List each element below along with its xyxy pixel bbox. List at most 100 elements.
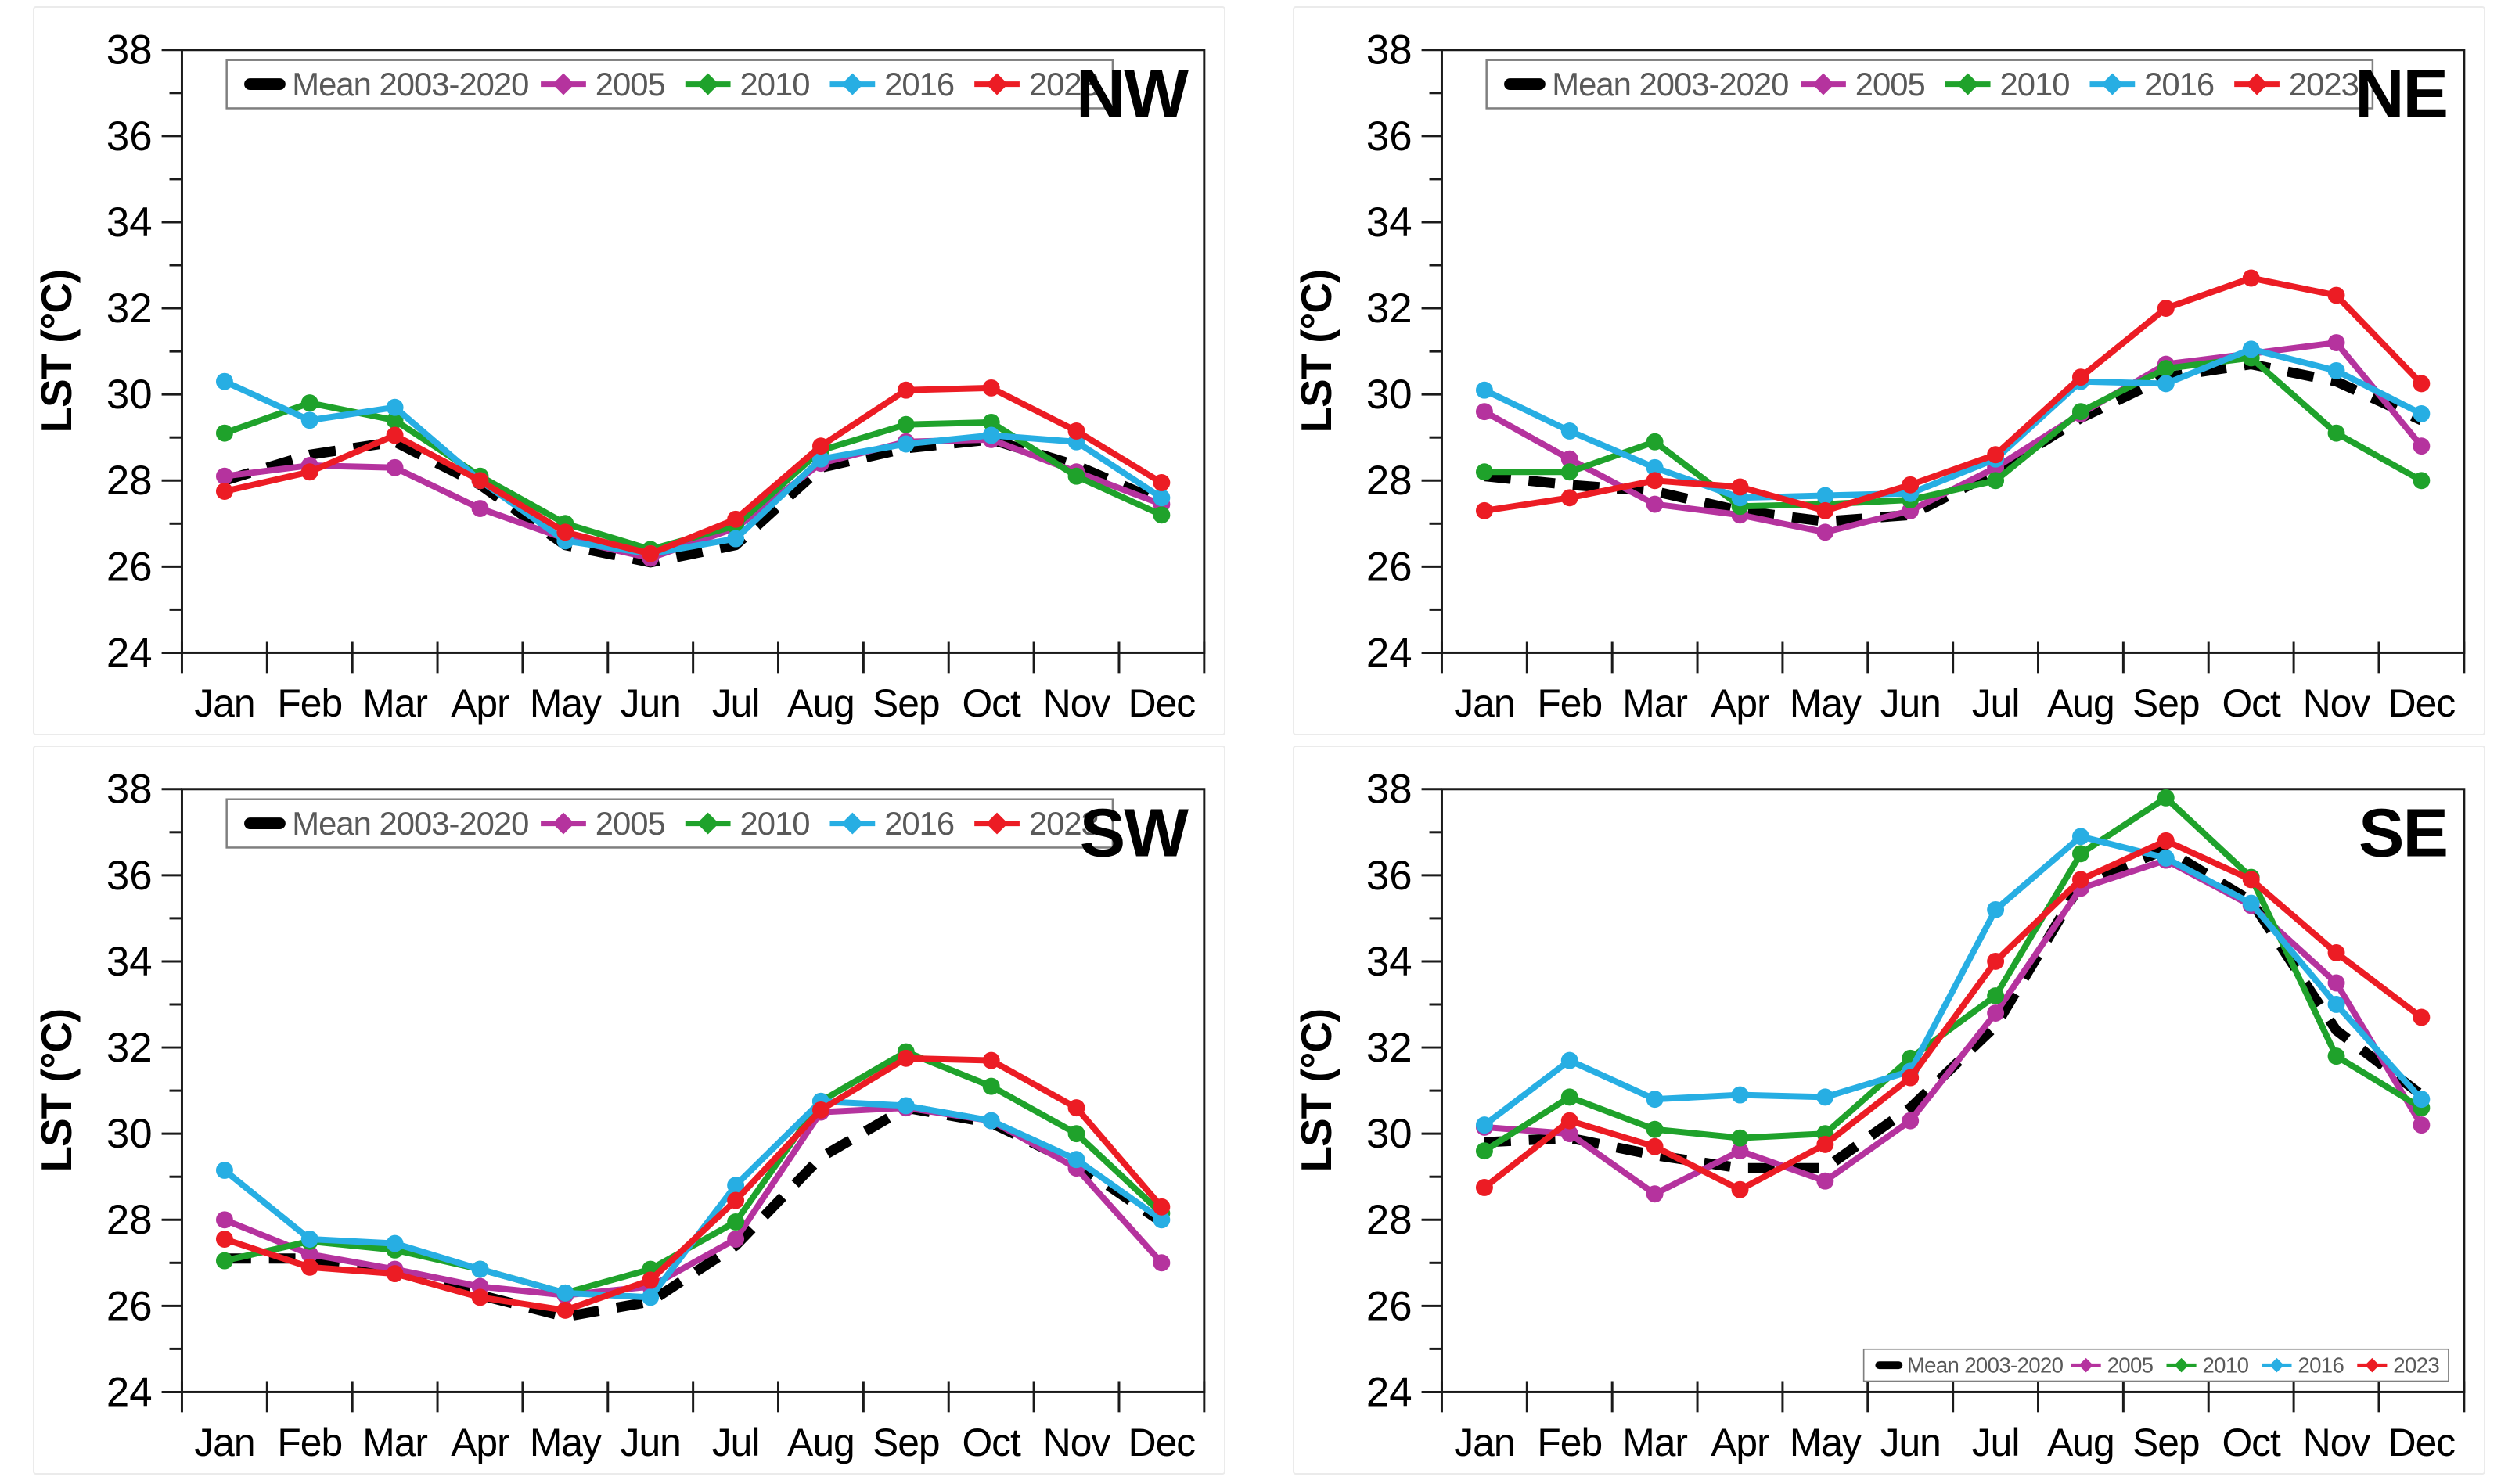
y-tick-label: 26 xyxy=(106,1283,153,1329)
data-point-marker xyxy=(897,381,915,399)
data-point-marker xyxy=(386,426,404,444)
legend-label: 2016 xyxy=(884,805,954,842)
legend-diamond-marker xyxy=(2101,73,2124,95)
data-point-marker xyxy=(897,1049,915,1067)
data-point-marker xyxy=(1560,1088,1578,1106)
data-point-marker xyxy=(1816,523,1834,541)
legend-label: 2010 xyxy=(2000,66,2070,102)
y-axis: 24 26 28 30 32 34 36 38 xyxy=(1366,767,1442,1415)
legend-diamond-marker xyxy=(2365,1357,2380,1373)
data-point-marker xyxy=(1067,1125,1085,1143)
data-point-marker xyxy=(471,1260,489,1278)
legend-diamond-marker xyxy=(696,812,719,835)
data-point-marker xyxy=(1902,1112,1920,1130)
y-axis-title: LST (°C) xyxy=(34,270,81,433)
data-point-marker xyxy=(2242,894,2260,912)
x-tick-label: May xyxy=(530,1421,602,1464)
legend-diamond-marker xyxy=(1812,73,1834,95)
data-point-marker xyxy=(642,1271,660,1289)
series-markers xyxy=(1475,828,2431,1134)
x-tick-label: Feb xyxy=(1537,681,1602,725)
legend-label: 2005 xyxy=(596,805,665,842)
data-point-marker xyxy=(2413,1091,2431,1109)
y-tick-label: 38 xyxy=(1366,27,1412,74)
data-point-marker xyxy=(2327,424,2345,442)
x-tick-label: Nov xyxy=(1043,1421,1111,1464)
x-tick-label: Jul xyxy=(1972,681,2020,725)
x-tick-label: Mar xyxy=(1622,1421,1687,1464)
legend-item-mean-2003-2020: Mean 2003-2020 xyxy=(1875,1353,2064,1378)
data-point-marker xyxy=(386,411,404,429)
data-point-marker xyxy=(300,394,318,412)
data-point-marker xyxy=(1816,1172,1834,1190)
series-2023 xyxy=(1475,269,2431,519)
y-tick-label: 32 xyxy=(106,286,153,332)
data-point-marker xyxy=(1646,458,1664,476)
x-tick-label: Jul xyxy=(712,681,760,725)
data-point-marker xyxy=(1560,489,1578,507)
series-line xyxy=(224,1048,1164,1296)
data-point-marker xyxy=(300,1231,318,1248)
legend-item-mean-2003-2020: Mean 2003-2020 xyxy=(244,66,529,102)
data-point-marker xyxy=(982,426,1000,444)
legend-label: 2023 xyxy=(2289,66,2359,102)
x-tick-label: May xyxy=(530,681,602,725)
data-point-marker xyxy=(1475,1179,1493,1196)
data-point-marker xyxy=(1560,1112,1578,1130)
data-point-marker xyxy=(1475,501,1493,519)
series-markers xyxy=(1475,340,2431,507)
x-tick-label: Jan xyxy=(1454,681,1514,725)
x-tick-label: Jun xyxy=(1880,1421,1941,1464)
data-point-marker xyxy=(215,1211,233,1229)
data-point-marker xyxy=(215,1162,233,1179)
legend-item-2023: 2023 xyxy=(2357,1353,2440,1378)
series-line xyxy=(1482,339,2424,536)
series-line xyxy=(223,1055,1164,1313)
legend-label: Mean 2003-2020 xyxy=(292,805,528,842)
legend-label: 2016 xyxy=(2298,1353,2344,1378)
data-point-marker xyxy=(1067,422,1085,440)
legend-diamond-marker xyxy=(552,812,574,835)
series-2016 xyxy=(1475,340,2431,507)
data-point-marker xyxy=(1987,1004,2005,1022)
series-2023 xyxy=(215,1049,1171,1319)
legend-label: Mean 2003-2020 xyxy=(292,66,528,102)
y-tick-label: 26 xyxy=(106,544,153,590)
series-line xyxy=(1483,346,2424,501)
x-tick-label: Mar xyxy=(362,681,427,725)
y-tick-label: 30 xyxy=(106,1111,153,1157)
legend-item-2016: 2016 xyxy=(829,66,955,102)
data-point-marker xyxy=(1731,478,1749,496)
chart-ne: 24 26 28 30 32 34 36 38 Jan Feb Mar Apr May Jun Jul Aug… xyxy=(1294,27,2466,725)
legend-box xyxy=(1485,59,2374,110)
x-tick-label: Sep xyxy=(873,681,940,725)
x-tick-label: Mar xyxy=(1622,681,1687,725)
y-tick-label: 24 xyxy=(106,1369,153,1415)
data-point-marker xyxy=(2327,361,2345,379)
data-point-marker xyxy=(1646,433,1664,451)
legend-label: 2010 xyxy=(740,66,810,102)
y-tick-label: 38 xyxy=(106,27,153,74)
y-tick-label: 28 xyxy=(1366,458,1412,504)
legend: Mean 2003-2020 2005 2010 2016 2023 xyxy=(1485,59,2374,110)
y-axis: 24 26 28 30 32 34 36 38 xyxy=(106,767,182,1415)
y-tick-label: 36 xyxy=(106,853,153,899)
data-point-marker xyxy=(1816,487,1834,505)
data-point-marker xyxy=(727,530,745,548)
data-point-marker xyxy=(1646,1185,1664,1203)
data-point-marker xyxy=(1816,501,1834,519)
x-axis: Jan Feb Mar Apr May Jun Jul Aug Sep Oct Nov Dec xyxy=(180,641,1206,725)
legend-diamond-marker xyxy=(552,73,574,95)
data-point-marker xyxy=(471,472,489,490)
data-point-marker xyxy=(2327,1047,2345,1065)
series-line xyxy=(1482,837,2424,1194)
legend-diamond-marker xyxy=(696,73,719,95)
legend-label: 2016 xyxy=(2144,66,2214,102)
data-point-marker xyxy=(2413,1008,2431,1026)
data-point-marker xyxy=(300,1258,318,1276)
data-point-marker xyxy=(1153,474,1171,491)
series-markers xyxy=(1475,269,2431,519)
data-point-marker xyxy=(1902,476,1920,494)
legend-item-2016: 2016 xyxy=(2262,1353,2344,1378)
series-markers xyxy=(1475,832,2431,1198)
